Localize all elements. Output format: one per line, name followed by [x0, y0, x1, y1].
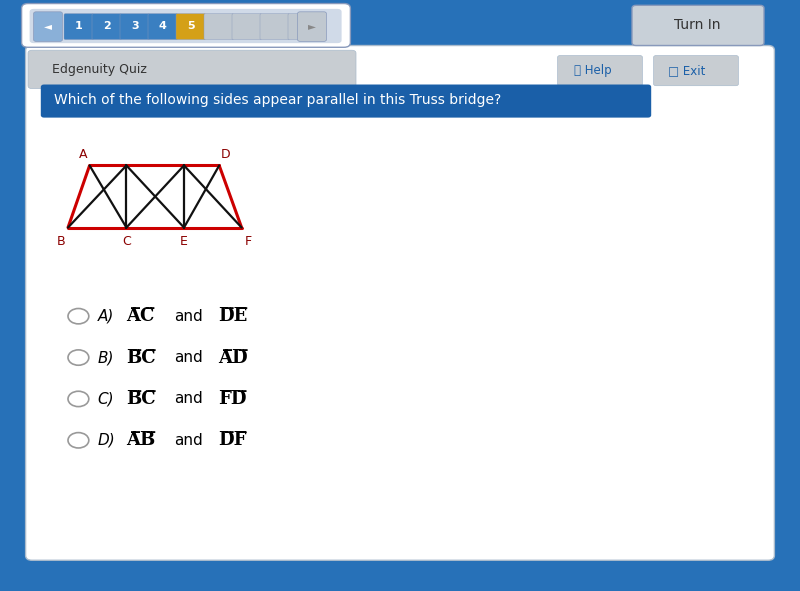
FancyBboxPatch shape — [260, 14, 290, 40]
FancyBboxPatch shape — [176, 14, 206, 40]
Text: and: and — [174, 309, 203, 324]
Text: D̅F̅: D̅F̅ — [218, 431, 247, 449]
Text: D): D) — [98, 433, 115, 448]
Text: A: A — [79, 148, 87, 161]
FancyBboxPatch shape — [34, 12, 62, 41]
Text: 2: 2 — [103, 21, 110, 31]
Text: A): A) — [98, 309, 114, 324]
FancyBboxPatch shape — [64, 14, 94, 40]
FancyBboxPatch shape — [232, 14, 262, 40]
FancyBboxPatch shape — [632, 5, 764, 46]
FancyBboxPatch shape — [558, 56, 642, 86]
FancyBboxPatch shape — [204, 14, 234, 40]
Text: A̅B̅: A̅B̅ — [126, 431, 156, 449]
Text: ◄: ◄ — [44, 21, 52, 31]
Text: 3: 3 — [131, 21, 138, 31]
Text: C: C — [122, 235, 130, 248]
Text: 4: 4 — [159, 21, 166, 31]
Text: and: and — [174, 391, 203, 407]
Text: B̅C̅: B̅C̅ — [126, 349, 156, 366]
Text: and: and — [174, 350, 203, 365]
Text: F̅D̅: F̅D̅ — [218, 390, 247, 408]
FancyBboxPatch shape — [288, 14, 318, 40]
Text: B̅C̅: B̅C̅ — [126, 390, 156, 408]
Text: Edgenuity Quiz: Edgenuity Quiz — [52, 63, 147, 76]
FancyBboxPatch shape — [28, 50, 356, 89]
FancyBboxPatch shape — [22, 4, 350, 47]
FancyBboxPatch shape — [120, 14, 150, 40]
Text: A̅C̅: A̅C̅ — [126, 307, 154, 325]
FancyBboxPatch shape — [26, 46, 774, 560]
Text: Turn In: Turn In — [674, 18, 721, 32]
Text: B: B — [57, 235, 65, 248]
Text: A̅D̅: A̅D̅ — [218, 349, 248, 366]
Text: □ Exit: □ Exit — [668, 64, 706, 77]
Text: D: D — [221, 148, 230, 161]
FancyBboxPatch shape — [92, 14, 122, 40]
FancyBboxPatch shape — [41, 85, 651, 118]
Text: F: F — [246, 235, 252, 248]
FancyBboxPatch shape — [30, 9, 342, 43]
Text: ❓ Help: ❓ Help — [574, 64, 612, 77]
Text: and: and — [174, 433, 203, 448]
Text: Which of the following sides appear parallel in this Truss bridge?: Which of the following sides appear para… — [54, 93, 502, 108]
Text: C): C) — [98, 391, 114, 407]
Text: 1: 1 — [75, 21, 82, 31]
Text: E: E — [180, 235, 188, 248]
Text: D̅E̅: D̅E̅ — [218, 307, 248, 325]
FancyBboxPatch shape — [148, 14, 178, 40]
FancyBboxPatch shape — [654, 56, 738, 86]
Text: ►: ► — [308, 21, 316, 31]
Text: B): B) — [98, 350, 114, 365]
Text: 5: 5 — [187, 21, 194, 31]
FancyBboxPatch shape — [298, 12, 326, 41]
